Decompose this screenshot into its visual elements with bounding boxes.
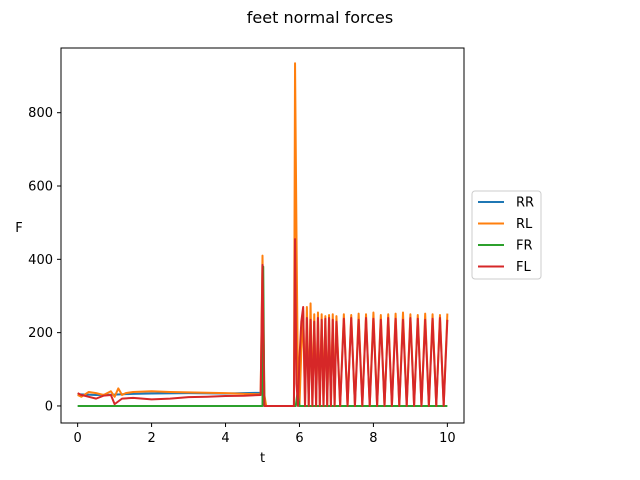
legend-box [471, 190, 542, 280]
series-line-fl [77, 238, 449, 407]
chart-title: feet normal forces [247, 8, 393, 27]
x-tick-label: 6 [295, 431, 303, 446]
x-axis-label: t [260, 451, 265, 466]
x-tick-label: 10 [439, 431, 456, 446]
plot-area [77, 62, 449, 407]
x-tick-label: 4 [221, 431, 229, 446]
y-axis-label: F [15, 221, 22, 236]
legend-label-rr: RR [516, 196, 534, 211]
x-tick-label: 2 [147, 431, 155, 446]
y-tick-label: 600 [28, 180, 53, 195]
legend-label-fr: FR [516, 239, 533, 254]
y-tick-label: 400 [28, 253, 53, 268]
y-tick-label: 800 [28, 106, 53, 121]
legend: RR RL FR FL [471, 190, 542, 280]
legend-label-fl: FL [516, 260, 531, 275]
y-tick-label: 200 [28, 326, 53, 341]
x-axis: 0 2 4 6 8 10 [73, 423, 456, 446]
y-tick-label: 0 [45, 399, 53, 414]
x-tick-label: 8 [369, 431, 377, 446]
plot-frame [60, 47, 465, 424]
x-tick-label: 0 [73, 431, 81, 446]
legend-label-rl: RL [516, 217, 533, 232]
y-axis: 0 200 400 600 800 [28, 106, 61, 414]
